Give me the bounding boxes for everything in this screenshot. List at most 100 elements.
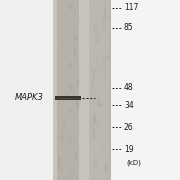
Bar (66, 93, 69, 101)
Bar (59, 166, 64, 173)
Bar (69, 86, 74, 91)
Bar (91, 82, 94, 90)
Bar (89, 0, 111, 18)
Text: (kD): (kD) (126, 160, 141, 166)
Text: 26: 26 (124, 123, 134, 132)
Bar (63, 55, 66, 61)
Bar (102, 5, 107, 12)
Bar (55, 96, 81, 100)
Bar (74, 138, 75, 149)
Bar (73, 136, 77, 142)
Bar (0, 0, 53, 180)
Bar (89, 72, 111, 90)
Bar (75, 152, 77, 160)
Bar (96, 57, 97, 63)
Bar (110, 0, 180, 180)
Bar (68, 116, 70, 122)
Bar (68, 171, 73, 175)
Bar (103, 59, 105, 70)
Bar (92, 22, 93, 25)
Bar (107, 179, 109, 180)
Text: MAPK3: MAPK3 (15, 93, 44, 102)
Text: 48: 48 (124, 84, 134, 93)
Bar (89, 126, 111, 144)
Bar (94, 68, 96, 77)
Bar (89, 162, 111, 180)
Bar (105, 57, 110, 60)
Bar (104, 74, 105, 83)
Bar (90, 122, 94, 133)
Bar (89, 90, 111, 108)
Bar (93, 179, 97, 180)
Bar (89, 144, 111, 162)
Bar (57, 162, 79, 180)
Bar (93, 112, 96, 122)
Bar (57, 126, 79, 144)
Bar (104, 39, 105, 46)
Bar (106, 15, 111, 20)
Bar (100, 34, 102, 42)
Bar (102, 146, 105, 150)
Bar (91, 8, 93, 13)
Bar (89, 0, 111, 180)
Bar (74, 48, 77, 59)
Bar (89, 36, 111, 54)
Bar (98, 103, 103, 107)
Bar (57, 36, 79, 54)
Bar (57, 54, 79, 72)
Bar (104, 7, 106, 18)
Bar (89, 108, 111, 126)
Bar (69, 62, 72, 68)
Bar (57, 0, 79, 18)
Bar (97, 80, 101, 82)
Text: 117: 117 (124, 3, 138, 12)
Bar (69, 109, 72, 112)
Bar (75, 38, 78, 41)
Bar (69, 65, 71, 71)
Bar (68, 134, 71, 145)
Bar (64, 175, 65, 179)
Bar (106, 179, 109, 180)
Bar (92, 128, 96, 138)
Bar (74, 7, 76, 14)
Bar (60, 134, 64, 141)
Bar (65, 36, 66, 46)
Bar (62, 41, 64, 45)
Bar (93, 115, 97, 125)
Text: 85: 85 (124, 24, 134, 33)
Bar (89, 18, 111, 36)
Text: 19: 19 (124, 145, 134, 154)
Bar (95, 34, 99, 44)
Bar (76, 100, 81, 108)
Bar (58, 135, 60, 138)
Bar (57, 18, 79, 36)
Text: 34: 34 (124, 100, 134, 109)
Bar (102, 17, 106, 28)
Bar (94, 159, 97, 167)
Bar (65, 43, 67, 55)
Bar (76, 80, 80, 87)
Bar (96, 61, 100, 69)
Bar (69, 84, 71, 88)
Bar (62, 89, 66, 93)
Bar (92, 69, 95, 79)
Bar (107, 150, 111, 153)
Bar (58, 157, 61, 167)
Bar (97, 121, 101, 129)
Bar (63, 121, 65, 130)
Bar (104, 164, 109, 172)
Bar (73, 45, 76, 54)
Bar (57, 0, 79, 180)
Bar (97, 98, 100, 107)
Bar (104, 14, 105, 17)
Bar (73, 27, 76, 39)
Bar (89, 54, 111, 72)
Bar (100, 67, 102, 71)
Bar (70, 174, 74, 180)
Bar (57, 72, 79, 90)
Bar (74, 112, 76, 117)
Bar (75, 35, 79, 39)
Bar (61, 39, 62, 41)
Bar (93, 23, 97, 31)
Bar (53, 0, 110, 180)
